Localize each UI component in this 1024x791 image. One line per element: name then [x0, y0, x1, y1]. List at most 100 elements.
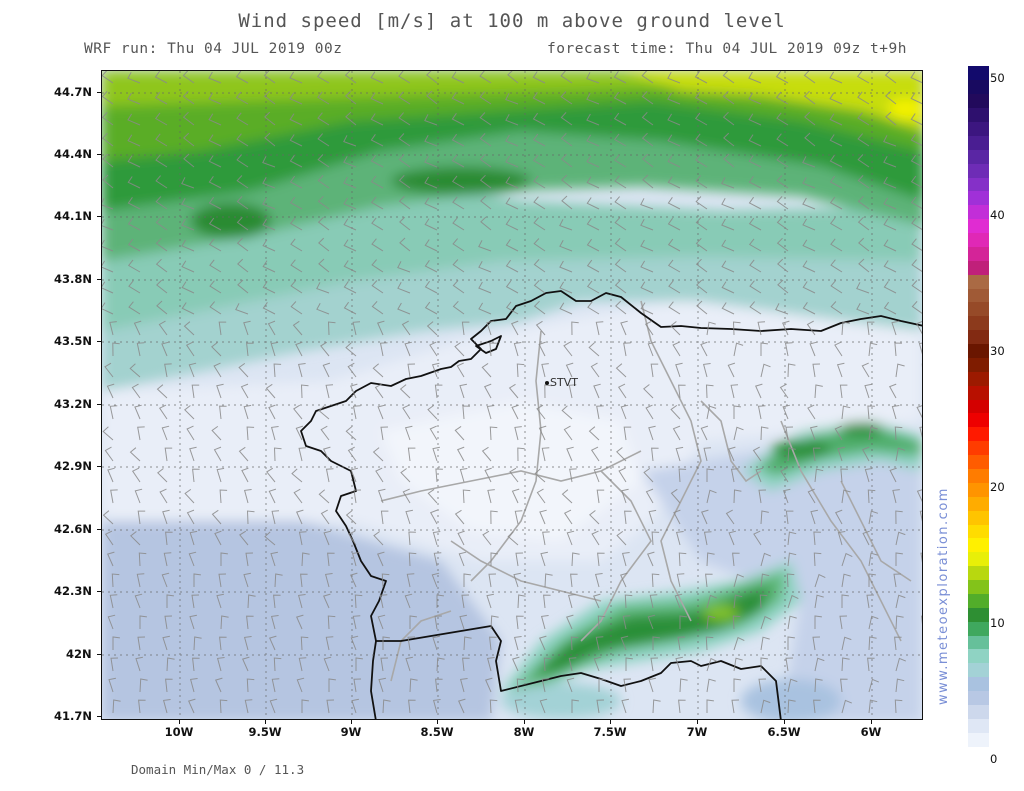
wind-barb: [839, 384, 848, 399]
wind-barb: [479, 153, 492, 168]
wind-barb: [868, 426, 878, 441]
wind-barb: [841, 657, 850, 672]
wind-barb: [300, 636, 309, 651]
wind-barb: [516, 678, 525, 693]
wind-barb: [316, 282, 330, 294]
wind-barb: [109, 321, 117, 336]
wind-barb: [370, 71, 384, 84]
wind-barb: [262, 239, 276, 252]
wind-barb: [484, 467, 492, 483]
wind-barb: [436, 594, 444, 608]
wind-barb: [350, 383, 358, 399]
wind-barb: [408, 531, 416, 546]
wind-barb: [127, 71, 141, 84]
wind-barb: [759, 594, 768, 609]
wind-barb: [706, 321, 716, 336]
wind-barb: [267, 320, 276, 336]
wind-barb: [595, 636, 604, 651]
wind-barb: [895, 594, 906, 609]
wind-barb: [559, 219, 573, 231]
wind-barb: [812, 363, 821, 378]
wind-barb: [668, 280, 681, 294]
wind-barb: [239, 530, 249, 546]
wind-barb: [343, 260, 357, 273]
wind-barb: [297, 594, 306, 609]
lon-tick: [697, 719, 698, 724]
wind-barb: [208, 92, 222, 105]
wind-barb: [733, 678, 741, 692]
wind-barb: [782, 320, 790, 336]
wind-barb: [165, 678, 173, 693]
wind-barb: [776, 112, 789, 126]
wind-barb: [216, 593, 224, 609]
wind-barb: [351, 552, 360, 567]
wind-barb: [721, 177, 735, 189]
colorbar-segment: [968, 704, 989, 719]
wind-barb: [507, 531, 519, 546]
wind-barb: [910, 175, 922, 189]
wind-barb: [533, 259, 546, 273]
wind-barb: [829, 92, 843, 105]
wind-barb: [350, 572, 358, 588]
wind-speed-field: [102, 71, 922, 719]
wind-barb: [675, 362, 683, 378]
wind-barb: [641, 132, 654, 147]
wind-barb: [343, 135, 357, 147]
wind-barb: [127, 176, 141, 189]
wind-barb: [505, 197, 519, 210]
wind-barb: [892, 489, 900, 504]
wind-barb: [560, 132, 573, 147]
wind-barb: [640, 281, 654, 294]
wind-barb: [618, 467, 627, 483]
wind-barb: [760, 699, 771, 714]
wind-barb: [137, 636, 146, 651]
wind-barb: [651, 531, 660, 546]
wind-barb: [749, 280, 762, 294]
colorbar-segment: [968, 593, 989, 608]
wind-barb: [748, 217, 762, 231]
wind-barb: [262, 260, 276, 273]
wind-barb: [462, 657, 470, 672]
wind-barb: [479, 91, 492, 105]
wind-barb: [459, 614, 467, 630]
wind-barb: [814, 468, 824, 483]
wind-barb: [371, 280, 384, 294]
wind-barb: [424, 134, 438, 147]
wind-barb: [351, 698, 359, 714]
wind-barb: [238, 362, 249, 378]
wind-barb: [667, 155, 681, 168]
wind-barb: [219, 489, 228, 504]
wind-barb: [544, 384, 552, 399]
wind-barb: [489, 342, 497, 357]
wind-barb: [836, 362, 845, 378]
lat-label: 42.6N: [54, 522, 92, 536]
wind-barb: [586, 113, 600, 126]
wind-barb: [614, 238, 627, 252]
wind-barb: [840, 678, 848, 693]
wind-barb: [757, 405, 766, 420]
wind-barb: [262, 176, 276, 189]
wind-barb: [648, 509, 657, 525]
wind-barb: [667, 134, 681, 147]
wind-barb: [829, 113, 843, 126]
colorbar-segment: [968, 426, 989, 442]
wind-barb: [481, 446, 492, 462]
wind-barb: [561, 489, 573, 504]
wind-barb: [667, 113, 681, 126]
wind-barb: [883, 155, 897, 168]
region-borders: [380, 300, 912, 682]
wind-barb: [208, 71, 222, 84]
colorbar-segment: [968, 565, 989, 581]
wind-barb: [102, 132, 114, 147]
wind-barb: [323, 446, 331, 462]
wind-barb: [641, 91, 654, 105]
wind-barb: [426, 90, 438, 105]
wind-barb: [377, 551, 385, 567]
wind-barb: [298, 447, 307, 462]
wind-barb: [758, 678, 767, 693]
wind-barb: [615, 300, 627, 315]
wind-barb: [733, 489, 742, 504]
wind-barb: [593, 656, 602, 672]
wind-barb: [559, 260, 573, 273]
wind-barb: [317, 133, 330, 147]
